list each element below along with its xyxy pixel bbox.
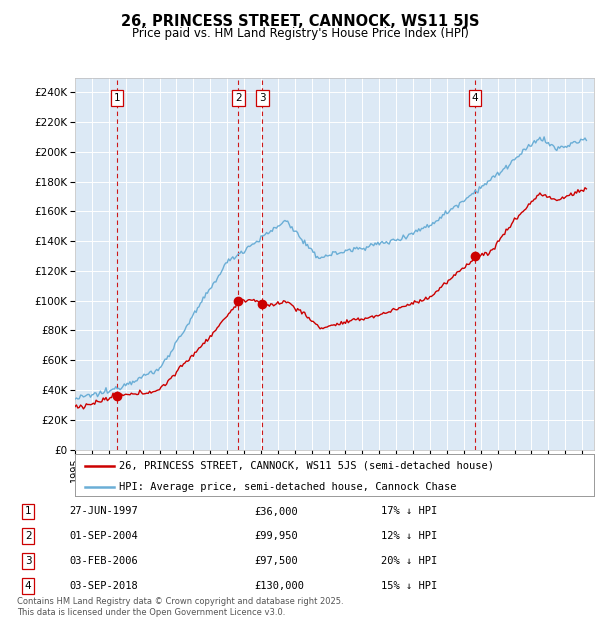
Text: 3: 3 bbox=[259, 93, 266, 103]
Text: HPI: Average price, semi-detached house, Cannock Chase: HPI: Average price, semi-detached house,… bbox=[119, 482, 457, 492]
Text: 03-FEB-2006: 03-FEB-2006 bbox=[70, 556, 139, 566]
Text: 26, PRINCESS STREET, CANNOCK, WS11 5JS (semi-detached house): 26, PRINCESS STREET, CANNOCK, WS11 5JS (… bbox=[119, 461, 494, 471]
Text: £130,000: £130,000 bbox=[254, 581, 304, 591]
Text: 26, PRINCESS STREET, CANNOCK, WS11 5JS: 26, PRINCESS STREET, CANNOCK, WS11 5JS bbox=[121, 14, 479, 29]
Text: 17% ↓ HPI: 17% ↓ HPI bbox=[380, 507, 437, 516]
Text: 03-SEP-2018: 03-SEP-2018 bbox=[70, 581, 139, 591]
Text: 20% ↓ HPI: 20% ↓ HPI bbox=[380, 556, 437, 566]
Text: 4: 4 bbox=[25, 581, 31, 591]
Text: 1: 1 bbox=[25, 507, 31, 516]
Text: 15% ↓ HPI: 15% ↓ HPI bbox=[380, 581, 437, 591]
Text: Price paid vs. HM Land Registry's House Price Index (HPI): Price paid vs. HM Land Registry's House … bbox=[131, 27, 469, 40]
Text: £99,950: £99,950 bbox=[254, 531, 298, 541]
Text: 3: 3 bbox=[25, 556, 31, 566]
Text: Contains HM Land Registry data © Crown copyright and database right 2025.
This d: Contains HM Land Registry data © Crown c… bbox=[17, 598, 343, 617]
Text: 4: 4 bbox=[472, 93, 478, 103]
Text: 2: 2 bbox=[25, 531, 31, 541]
Text: 2: 2 bbox=[235, 93, 242, 103]
Text: 01-SEP-2004: 01-SEP-2004 bbox=[70, 531, 139, 541]
Text: 27-JUN-1997: 27-JUN-1997 bbox=[70, 507, 139, 516]
Text: £97,500: £97,500 bbox=[254, 556, 298, 566]
Text: 12% ↓ HPI: 12% ↓ HPI bbox=[380, 531, 437, 541]
Text: £36,000: £36,000 bbox=[254, 507, 298, 516]
Text: 1: 1 bbox=[114, 93, 121, 103]
